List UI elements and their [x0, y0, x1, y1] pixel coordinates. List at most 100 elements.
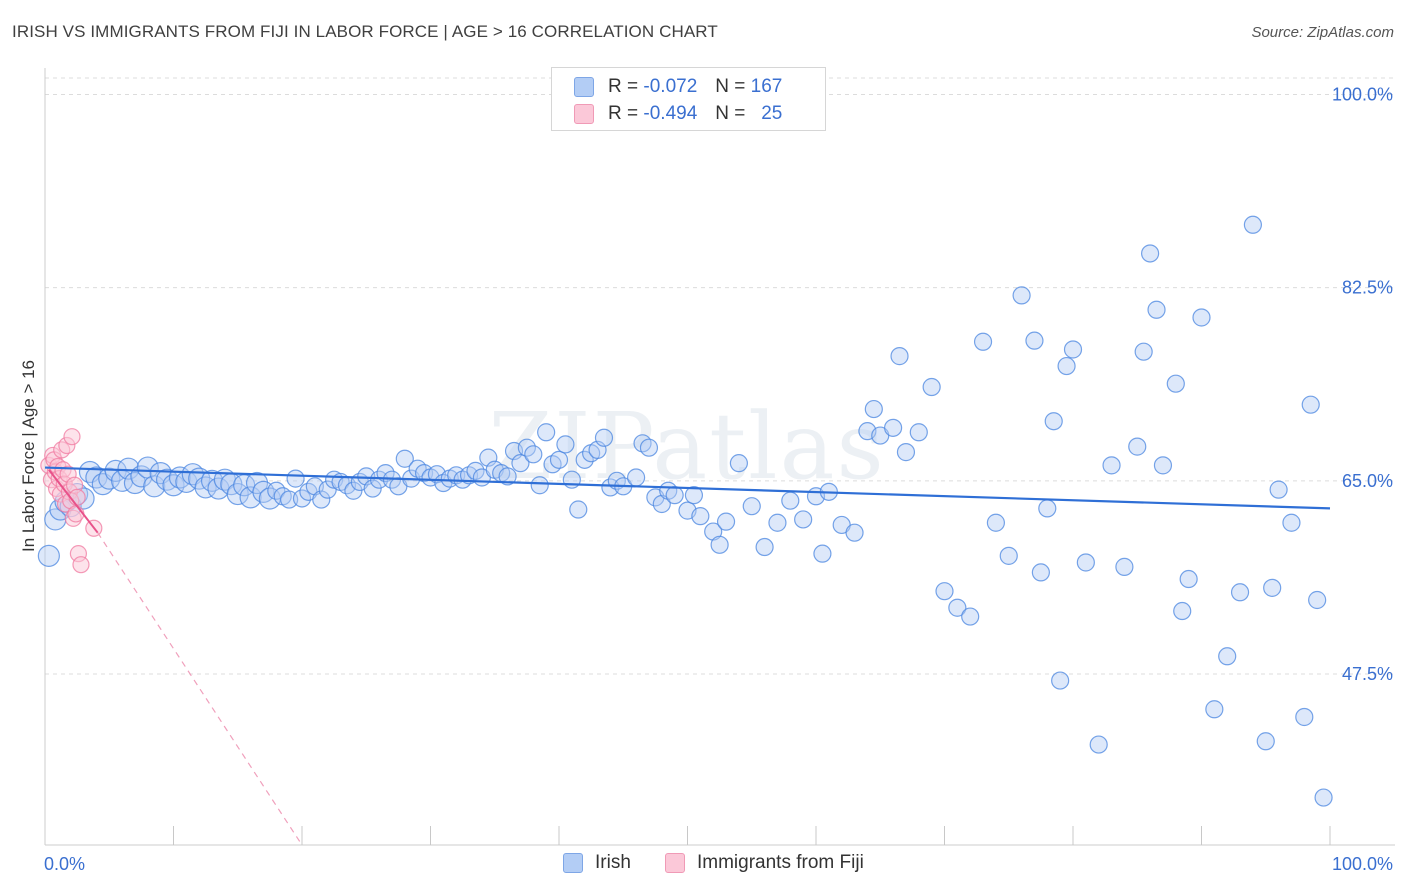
irish-swatch: [563, 853, 583, 873]
fiji-point: [67, 505, 85, 523]
fiji-point: [72, 556, 90, 574]
fiji-trend-extension: [97, 532, 303, 846]
irish-point: [999, 546, 1018, 565]
irish-point: [1031, 563, 1050, 582]
irish-points: [37, 215, 1333, 807]
irish-point: [575, 450, 594, 469]
irish-point: [370, 470, 389, 489]
y-tick-label: 100.0%: [1332, 85, 1393, 105]
legend-n-value: 25: [761, 103, 783, 124]
y-axis-label: In Labor Force | Age > 16: [19, 360, 38, 552]
irish-point: [768, 513, 787, 532]
irish-point: [511, 454, 530, 473]
legend-r-label: R =: [608, 103, 639, 124]
x-tick-label: 100.0%: [1332, 854, 1393, 874]
irish-point: [948, 598, 967, 617]
irish-point: [1128, 437, 1147, 456]
fiji-trend-line: [48, 469, 99, 534]
irish-point: [922, 377, 941, 397]
irish-point: [1301, 395, 1320, 414]
legend-r-value: -0.494: [643, 103, 698, 124]
irish-point: [864, 399, 883, 419]
irish-point: [1314, 788, 1333, 807]
irish-point: [1192, 308, 1211, 327]
fiji-point: [63, 428, 81, 446]
legend-row-irish: R = -0.072 N = 167: [574, 74, 782, 100]
fiji-swatch: [665, 853, 685, 873]
irish-point: [1295, 707, 1314, 727]
irish-point: [1147, 300, 1166, 319]
irish-point: [1115, 557, 1134, 576]
y-tick-label: 65.0%: [1342, 471, 1393, 491]
legend-item-fiji: Immigrants from Fiji: [665, 852, 864, 874]
y-tick-labels: 47.5% 65.0% 82.5% 100.0%: [1332, 85, 1393, 684]
irish-point: [1166, 374, 1185, 393]
irish-point: [986, 513, 1006, 532]
irish-point: [1218, 647, 1237, 666]
irish-point: [665, 486, 684, 505]
irish-point: [1063, 340, 1083, 359]
irish-point: [594, 428, 614, 447]
watermark: ZIPatlas: [488, 393, 885, 500]
irish-point: [684, 486, 704, 505]
irish-point: [37, 544, 60, 567]
irish-point: [1173, 601, 1192, 621]
irish-point: [729, 454, 749, 473]
irish-point: [143, 475, 166, 498]
legend-row-fiji: R = -0.494 N = 25: [574, 101, 782, 127]
irish-point: [1012, 286, 1031, 305]
irish-point: [845, 523, 864, 542]
irish-point: [813, 544, 832, 563]
irish-point: [569, 500, 588, 519]
irish-point: [710, 535, 729, 554]
legend-item-irish: Irish: [563, 852, 631, 874]
irish-point: [973, 332, 993, 351]
irish-point: [239, 486, 262, 509]
irish-point: [395, 449, 414, 468]
irish-point: [1269, 480, 1288, 499]
irish-point: [1057, 356, 1076, 376]
stats-legend: R = -0.072 N = 167 R = -0.494 N = 25: [551, 67, 826, 131]
irish-point: [123, 471, 147, 495]
irish-point: [742, 497, 761, 516]
irish-point: [1205, 700, 1224, 719]
irish-point: [524, 445, 543, 464]
x-tick-label: 0.0%: [44, 854, 85, 874]
irish-point: [781, 491, 800, 510]
irish-point: [1282, 513, 1301, 532]
irish-point: [1140, 244, 1160, 263]
irish-swatch: [574, 77, 594, 97]
irish-point: [549, 450, 569, 469]
irish-point: [601, 478, 620, 497]
irish-point: [292, 489, 312, 508]
y-tick-label: 47.5%: [1342, 664, 1393, 684]
irish-point: [1025, 331, 1044, 350]
irish-point: [537, 423, 556, 442]
fiji-swatch: [574, 104, 594, 124]
irish-point: [1044, 412, 1063, 431]
irish-point: [1038, 499, 1057, 518]
irish-point: [755, 537, 774, 557]
y-tick-label: 82.5%: [1342, 278, 1393, 298]
x-tick-labels: 0.0% 100.0%: [44, 854, 1393, 874]
legend-r-label: R =: [608, 76, 639, 97]
irish-point: [961, 607, 980, 626]
irish-point: [716, 512, 736, 531]
irish-point: [1051, 671, 1070, 690]
irish-point: [626, 468, 646, 487]
legend-r-value: -0.072: [643, 76, 698, 97]
legend-n-label: N =: [715, 76, 746, 97]
irish-point: [1134, 342, 1153, 361]
irish-point: [935, 582, 954, 601]
legend-label-irish: Irish: [595, 852, 631, 873]
irish-point: [117, 457, 140, 480]
irish-point: [517, 438, 536, 457]
irish-point: [883, 418, 903, 437]
irish-point: [1256, 732, 1275, 751]
irish-point: [1263, 578, 1282, 597]
irish-point: [466, 461, 485, 480]
irish-point: [1153, 456, 1173, 475]
chart-source: Source: ZipAtlas.com: [1251, 24, 1394, 41]
irish-point: [794, 510, 813, 529]
